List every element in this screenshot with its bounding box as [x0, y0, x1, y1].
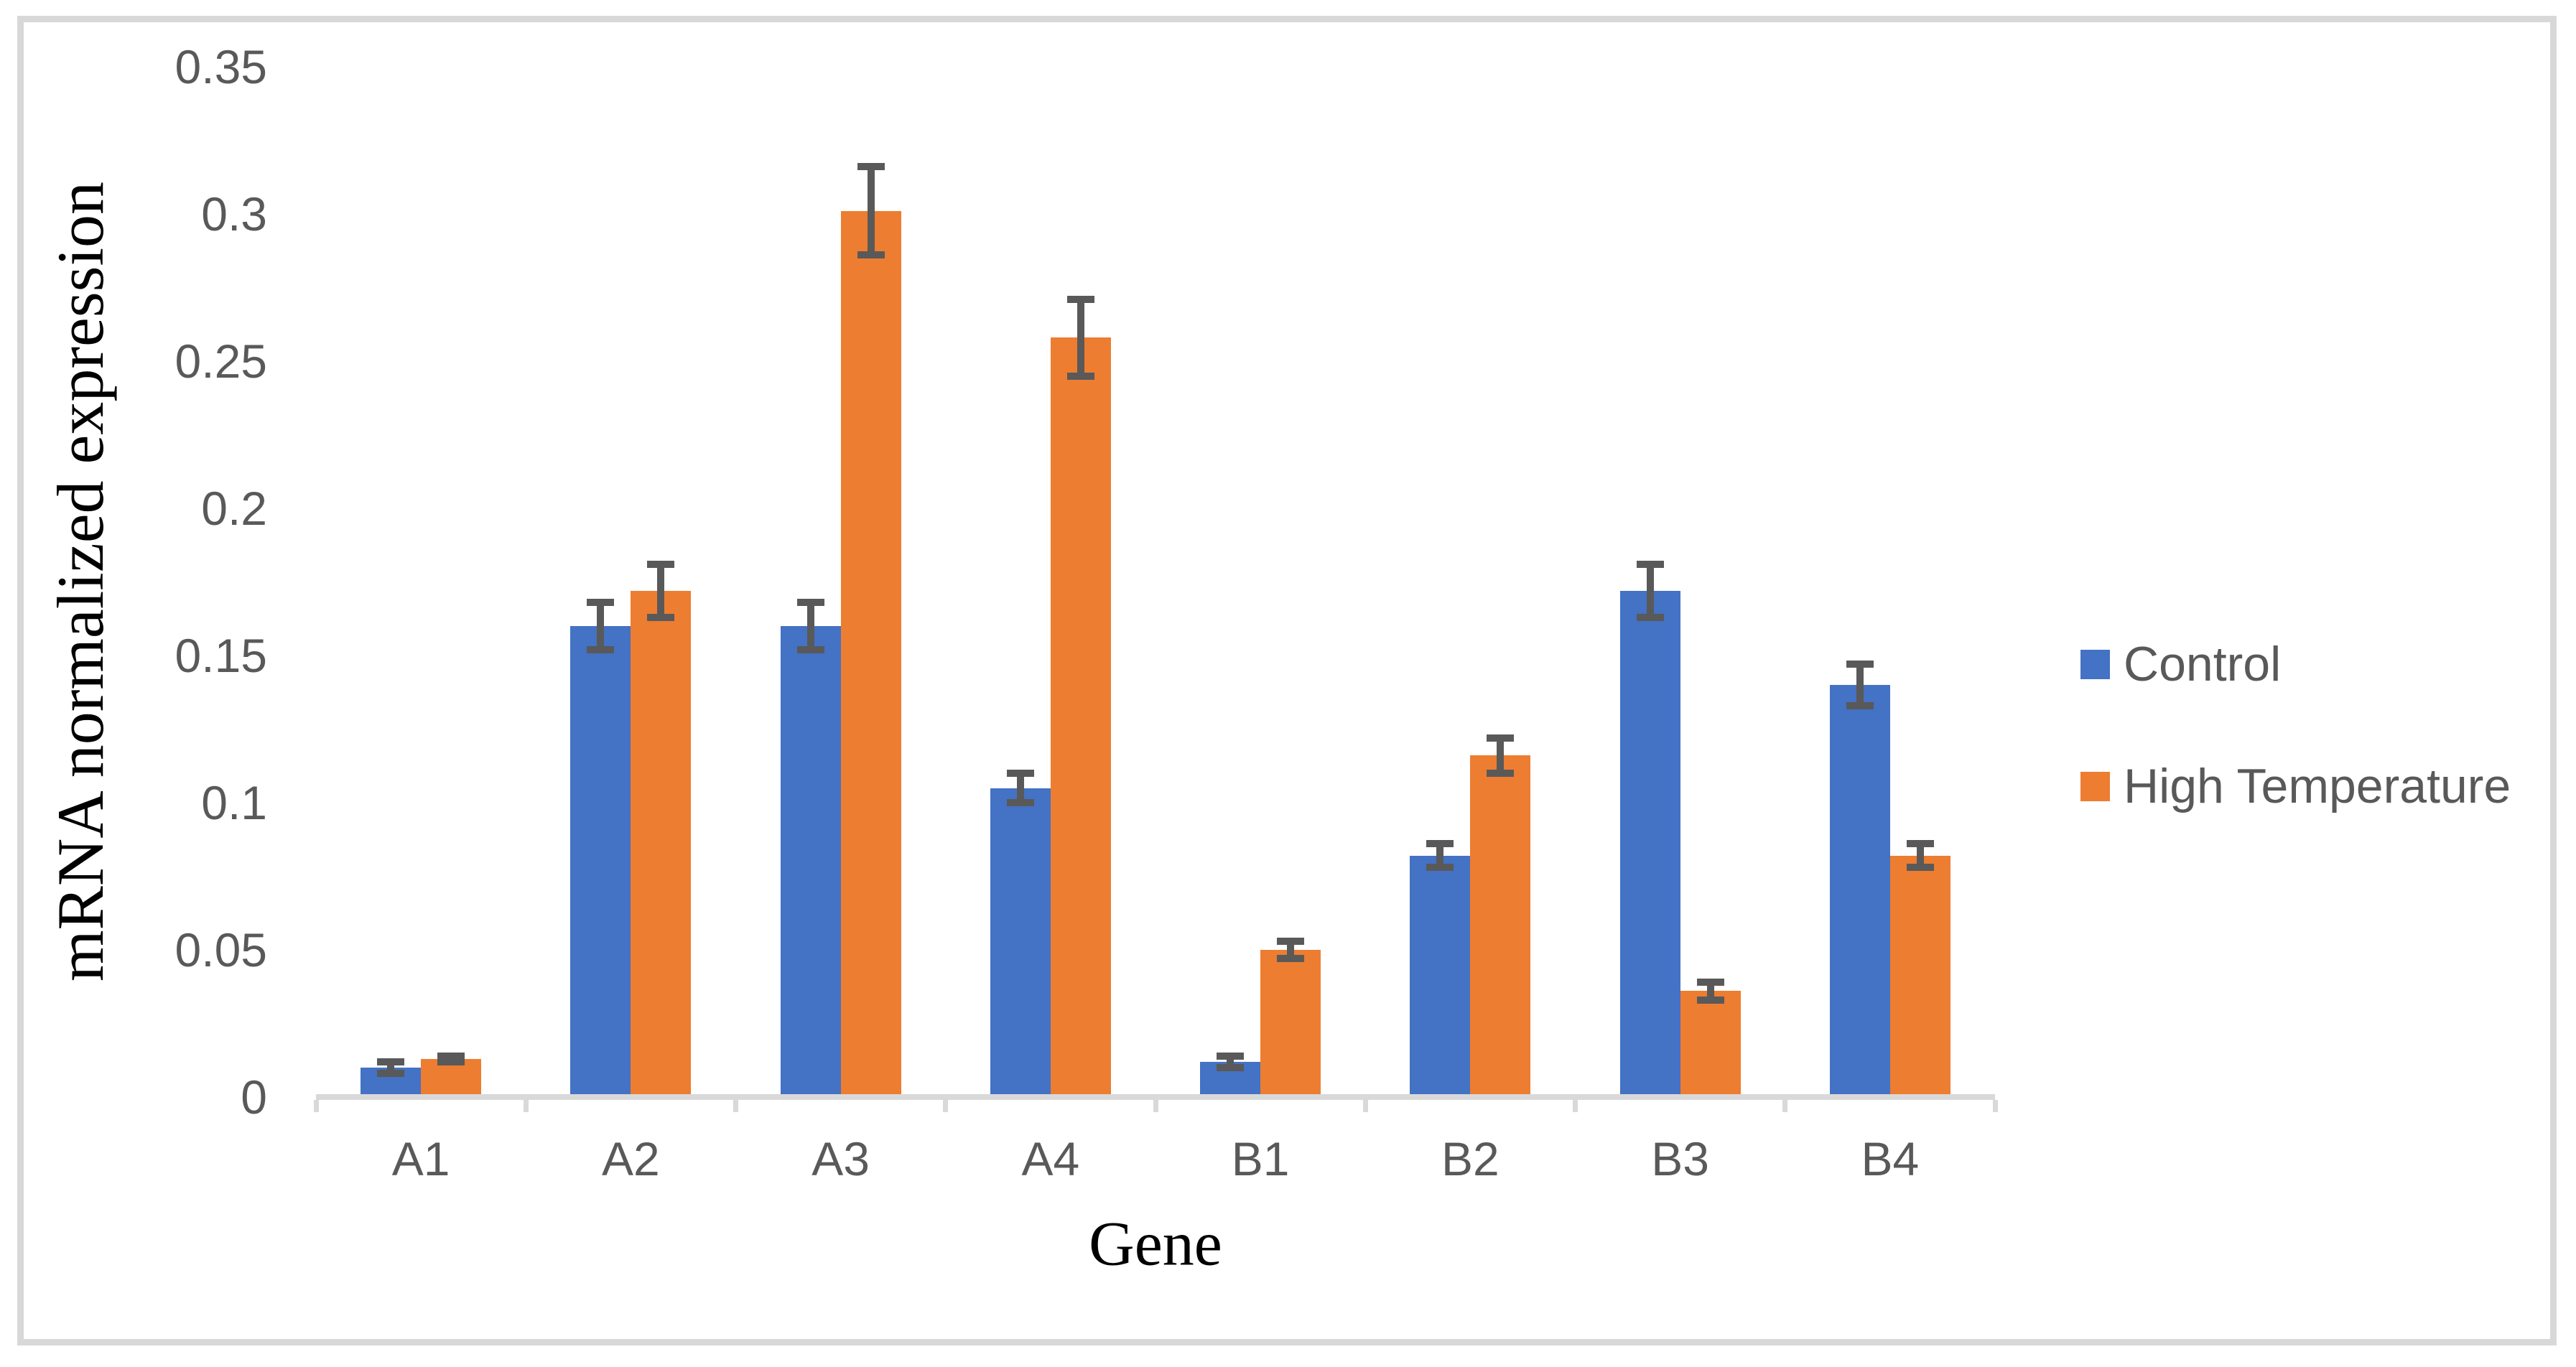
x-axis-title: Gene: [1089, 1209, 1222, 1279]
error-bar-cap-top: [437, 1052, 465, 1060]
error-bar-cap-top: [857, 163, 885, 171]
error-bar-cap-bottom: [1006, 799, 1034, 806]
error-bar-cap-bottom: [1066, 372, 1094, 380]
bar-control-B4: [1829, 685, 1890, 1097]
bar-control-A3: [780, 626, 841, 1097]
error-bar-cap-top: [1696, 979, 1724, 986]
y-axis-title: mRNA normalized expression: [44, 181, 117, 982]
error-bar-whisker: [1436, 844, 1444, 868]
error-bar-cap-bottom: [796, 645, 824, 653]
x-category-label-a4: A4: [1021, 1132, 1080, 1185]
error-bar-whisker: [806, 602, 814, 650]
y-axis-tick-label: 0.25: [175, 335, 267, 388]
y-axis-tick-label: 0: [241, 1070, 267, 1124]
x-category-label-b4: B4: [1861, 1132, 1920, 1185]
x-axis-tick-mark: [313, 1100, 319, 1112]
x-axis-tick-mark: [1782, 1100, 1788, 1112]
error-bar-cap-bottom: [857, 251, 885, 259]
error-bar-cap-top: [1906, 840, 1934, 848]
legend-label: High Temperature: [2124, 759, 2511, 813]
error-bar-cap-bottom: [377, 1070, 405, 1078]
legend-swatch-high-temperature: [2080, 771, 2110, 801]
x-axis-tick-mark: [733, 1100, 738, 1112]
legend-item-high-temperature: High Temperature: [2080, 762, 2511, 811]
bar-high-temperature-B1: [1260, 950, 1321, 1097]
error-bar-cap-bottom: [587, 645, 615, 653]
x-category-label-b1: B1: [1231, 1132, 1290, 1185]
error-bar-cap-top: [1846, 661, 1874, 668]
error-bar-cap-top: [1277, 937, 1305, 945]
x-axis-tick-mark: [1153, 1100, 1158, 1112]
error-bar-cap-bottom: [1487, 770, 1515, 777]
error-bar-cap-bottom: [1426, 864, 1454, 872]
legend-label: Control: [2124, 637, 2282, 691]
error-bar-cap-bottom: [1636, 613, 1664, 621]
error-bar-whisker: [1227, 1055, 1234, 1068]
x-category-label-a1: A1: [391, 1132, 450, 1185]
error-bar-cap-top: [1487, 734, 1515, 742]
y-axis-tick-label: 0.35: [175, 40, 267, 93]
error-bar-whisker: [657, 564, 665, 617]
error-bar-whisker: [1497, 737, 1505, 773]
bar-high-temperature-A2: [631, 590, 692, 1097]
error-bar-cap-bottom: [1277, 955, 1305, 963]
error-bar-cap-top: [1066, 295, 1094, 303]
x-axis-tick-mark: [523, 1100, 529, 1112]
chart-border-frame: [17, 16, 2557, 1345]
x-category-label-a2: A2: [602, 1132, 660, 1185]
error-bar-cap-top: [1217, 1052, 1245, 1060]
bar-high-temperature-A3: [840, 210, 901, 1097]
y-axis-tick-label: 0.3: [201, 187, 267, 241]
error-bar-cap-bottom: [1906, 864, 1934, 872]
bar-control-B2: [1410, 855, 1471, 1097]
error-bar-cap-bottom: [1846, 701, 1874, 709]
bar-high-temperature-B3: [1680, 991, 1741, 1097]
error-bar-cap-bottom: [437, 1058, 465, 1065]
error-bar-whisker: [1287, 941, 1295, 959]
error-bar-whisker: [1016, 773, 1024, 803]
x-category-label-b3: B3: [1651, 1132, 1709, 1185]
x-category-label-a3: A3: [812, 1132, 870, 1185]
error-bar-whisker: [1916, 844, 1924, 868]
x-axis-tick-mark: [943, 1100, 949, 1112]
error-bar-cap-top: [377, 1058, 405, 1065]
x-axis-line: [316, 1094, 1995, 1100]
x-category-label-b2: B2: [1441, 1132, 1499, 1185]
x-axis-tick-mark: [1362, 1100, 1368, 1112]
error-bar-cap-bottom: [647, 613, 675, 621]
error-bar-cap-top: [796, 599, 824, 607]
bar-high-temperature-B2: [1470, 755, 1531, 1097]
y-axis-tick-label: 0.15: [175, 629, 267, 682]
bar-high-temperature-A4: [1050, 337, 1111, 1097]
bar-control-A4: [990, 788, 1051, 1097]
bar-high-temperature-B4: [1889, 855, 1950, 1097]
error-bar-cap-top: [647, 560, 675, 568]
legend-swatch-control: [2080, 649, 2110, 679]
y-axis-tick-label: 0.1: [201, 776, 267, 829]
error-bar-cap-top: [1636, 560, 1664, 568]
error-bar-whisker: [1856, 664, 1864, 706]
error-bar-whisker: [1646, 564, 1654, 617]
error-bar-cap-bottom: [1217, 1064, 1245, 1071]
error-bar-whisker: [867, 167, 875, 256]
error-bar-cap-top: [1426, 840, 1454, 848]
y-axis-tick-label: 0.2: [201, 482, 267, 535]
error-bar-whisker: [387, 1061, 395, 1074]
error-bar-cap-top: [587, 599, 615, 607]
bar-control-A2: [570, 626, 631, 1097]
x-axis-tick-mark: [1573, 1100, 1578, 1112]
error-bar-whisker: [597, 602, 605, 650]
y-axis-tick-label: 0.05: [175, 923, 267, 976]
error-bar-cap-top: [1006, 770, 1034, 777]
error-bar-cap-bottom: [1696, 996, 1724, 1004]
legend-item-control: Control: [2080, 640, 2281, 689]
x-axis-tick-mark: [1992, 1100, 1998, 1112]
bar-control-B3: [1619, 590, 1680, 1097]
error-bar-whisker: [1706, 982, 1714, 1000]
error-bar-whisker: [1077, 299, 1084, 376]
